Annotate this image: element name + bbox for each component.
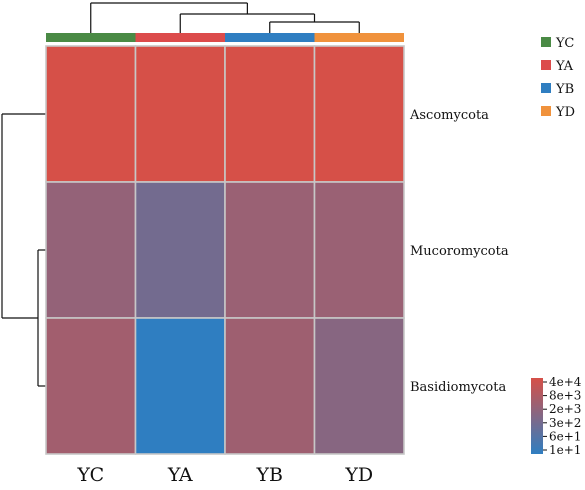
cell-Ascomycota-YC: [45, 45, 137, 183]
annotation-YD: [314, 33, 404, 42]
color-scale-bar: [531, 378, 543, 454]
legend-swatch-YC: [541, 37, 551, 47]
column-annotation-bar: [46, 33, 404, 42]
annotation-YC: [46, 33, 136, 42]
cell-Mucoromycota-YD: [313, 181, 405, 319]
cell-Mucoromycota-YB: [224, 181, 316, 319]
row-label: Mucoromycota: [410, 244, 509, 259]
cell-Basidiomycota-YC: [45, 317, 137, 455]
color-scale-label: 6e+1: [549, 429, 581, 443]
legend-label: YB: [555, 82, 574, 97]
legend-label: YA: [555, 59, 574, 74]
cell-Mucoromycota-YA: [134, 181, 226, 319]
color-scale-label: 4e+4: [549, 375, 582, 389]
heatmap-cells: [45, 45, 405, 455]
column-label: YD: [344, 464, 373, 486]
column-label: YC: [76, 464, 104, 486]
color-scale-label: 3e+2: [549, 416, 581, 430]
annotation-YA: [135, 33, 225, 42]
cell-Basidiomycota-YA: [134, 317, 226, 455]
cell-Basidiomycota-YD: [313, 317, 405, 455]
legend-swatch-YD: [541, 106, 551, 116]
legend-swatch-YA: [541, 60, 551, 70]
row-label: Basidiomycota: [410, 380, 506, 395]
cell-Ascomycota-YA: [134, 45, 226, 183]
column-label: YA: [167, 464, 193, 486]
cell-Ascomycota-YD: [313, 45, 405, 183]
legend-label: YD: [555, 105, 575, 120]
column-label: YB: [255, 464, 283, 486]
color-scale-label: 1e+1: [549, 443, 581, 457]
group-legend: YC YA YB YD: [541, 36, 575, 120]
row-labels: Ascomycota Mucoromycota Basidiomycota: [409, 108, 509, 395]
cell-Mucoromycota-YC: [45, 181, 137, 319]
cell-Ascomycota-YB: [224, 45, 316, 183]
row-label: Ascomycota: [409, 108, 489, 123]
color-scale-label: 2e+3: [549, 402, 581, 416]
legend-label: YC: [555, 36, 574, 51]
cell-Basidiomycota-YB: [224, 317, 316, 455]
legend-swatch-YB: [541, 83, 551, 93]
dendrograms: [1, 2, 360, 387]
column-labels: YC YA YB YD: [76, 464, 373, 486]
annotation-YB: [225, 33, 315, 42]
color-scale-label: 8e+3: [549, 389, 581, 403]
color-scale: 4e+48e+32e+33e+26e+11e+1: [531, 375, 582, 457]
